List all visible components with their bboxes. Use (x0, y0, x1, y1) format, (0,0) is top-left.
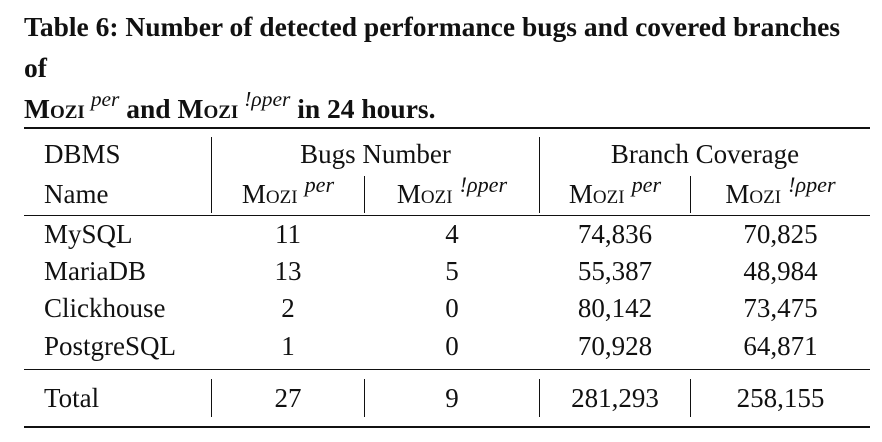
row-cov-per: 55,387 (577, 256, 653, 286)
col-sup: per (631, 171, 662, 197)
total-bugs-noper: 9 (445, 383, 459, 413)
bottom-rule (24, 426, 870, 428)
row-cov-per: 74,836 (577, 219, 653, 249)
total-bugs-per: 27 (274, 383, 302, 413)
caption-line-1: Table 6: Number of detected performance … (24, 6, 864, 88)
row-cov-per: 70,928 (577, 331, 653, 361)
row-cov-noper: 48,984 (743, 256, 818, 286)
row-name: MySQL (44, 219, 133, 249)
total-sep-3 (539, 379, 540, 417)
row-name: Clickhouse (44, 293, 166, 323)
row-name: MariaDB (44, 256, 146, 286)
header-sep-3 (364, 176, 365, 213)
row-bugs-per: 13 (274, 256, 302, 286)
total-sep-4 (690, 379, 691, 417)
header-col-bugs-per: Mozi per (212, 173, 364, 212)
col-sup: !ρper (788, 171, 836, 197)
col-tool: Mozi (725, 179, 782, 209)
caption-tool-2: Mozi (177, 93, 239, 124)
caption-suffix: in 24 hours. (297, 93, 436, 124)
top-rule (24, 127, 870, 129)
header-sep-4 (690, 176, 691, 213)
row-bugs-noper: 0 (445, 293, 459, 323)
header-bugs-number: Bugs Number (300, 139, 451, 169)
row-bugs-noper: 5 (445, 256, 459, 286)
row-bugs-noper: 4 (445, 219, 459, 249)
total-cov-per: 281,293 (571, 383, 659, 413)
row-name: PostgreSQL (44, 331, 177, 361)
header-branch-coverage: Branch Coverage (610, 139, 800, 169)
caption-sup-2: !ρper (244, 87, 291, 112)
caption-line-2: Mozi per and Mozi !ρper in 24 hours. (24, 88, 864, 129)
col-tool: Mozi (396, 179, 453, 209)
header-sep-1 (211, 137, 212, 213)
header-rule (24, 215, 870, 216)
header-col-cov-per: Mozi per (540, 173, 690, 212)
row-cov-per: 80,142 (577, 293, 653, 323)
caption-tool-1: Mozi (24, 93, 85, 124)
row-bugs-noper: 0 (445, 331, 459, 361)
header-col-cov-noper: Mozi !ρper (691, 173, 870, 212)
body-rule (24, 369, 870, 370)
header-dbms: DBMS (44, 139, 121, 169)
row-bugs-per: 11 (275, 219, 301, 249)
row-bugs-per: 1 (281, 331, 295, 361)
caption-and: and (126, 93, 171, 124)
header-sep-2 (539, 137, 540, 213)
row-cov-noper: 73,475 (743, 293, 818, 323)
total-label: Total (44, 383, 100, 413)
col-tool: Mozi (241, 179, 298, 209)
col-tool: Mozi (568, 179, 625, 209)
col-sup: !ρper (459, 171, 508, 197)
total-sep-2 (364, 379, 365, 417)
row-cov-noper: 64,871 (743, 331, 818, 361)
total-cov-noper: 258,155 (736, 383, 825, 413)
header-col-bugs-noper: Mozi !ρper (365, 173, 539, 212)
header-name: Name (44, 179, 109, 209)
row-cov-noper: 70,825 (743, 219, 818, 249)
caption-sup-1: per (90, 87, 120, 112)
col-sup: per (304, 171, 335, 197)
caption-prefix: Table 6: Number of detected performance … (24, 11, 841, 83)
row-bugs-per: 2 (281, 293, 295, 323)
table-caption: Table 6: Number of detected performance … (24, 6, 864, 129)
total-sep-1 (211, 379, 212, 417)
